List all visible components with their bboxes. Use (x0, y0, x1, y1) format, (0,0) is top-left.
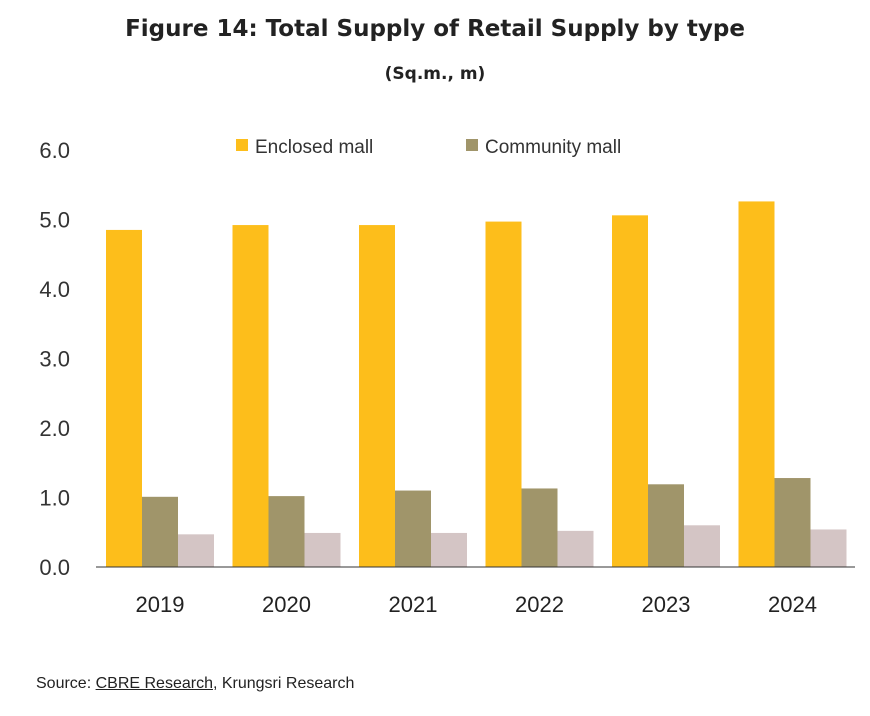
source-note: Source: CBRE Research, Krungsri Research (36, 675, 354, 693)
bar-community-mall-2024 (774, 478, 811, 567)
x-tick-label: 2020 (262, 592, 311, 617)
y-tick-label: 6.0 (39, 138, 70, 163)
bar-community-mall-2022 (521, 488, 558, 567)
legend-label: Enclosed mall (255, 137, 373, 158)
source-link[interactable]: CBRE Research (95, 675, 213, 692)
x-tick-label: 2021 (389, 592, 438, 617)
bar-series-3-2020 (304, 532, 341, 567)
legend-swatch (466, 139, 478, 151)
bar-community-mall-2019 (142, 496, 178, 567)
bar-community-mall-2023 (648, 484, 684, 567)
source-suffix: , Krungsri Research (212, 675, 355, 692)
legend-swatch (236, 139, 248, 151)
x-tick-label: 2022 (515, 592, 564, 617)
y-tick-label: 1.0 (39, 486, 70, 511)
bar-enclosed-mall-2022 (485, 221, 522, 567)
y-tick-label: 4.0 (39, 277, 70, 302)
bar-enclosed-mall-2024 (738, 201, 775, 567)
bar-series-3-2023 (684, 525, 720, 567)
bar-enclosed-mall-2019 (106, 229, 142, 568)
y-tick-label: 3.0 (39, 347, 70, 372)
x-tick-label: 2024 (768, 592, 817, 617)
y-tick-label: 2.0 (39, 416, 70, 441)
bar-series-3-2021 (431, 532, 467, 567)
source-prefix: Source: (36, 675, 96, 692)
bar-enclosed-mall-2021 (359, 225, 395, 567)
chart-title: Figure 14: Total Supply of Retail Supply… (125, 16, 745, 42)
legend-label: Community mall (485, 137, 621, 158)
x-tick-label: 2023 (642, 592, 691, 617)
bar-community-mall-2020 (268, 496, 305, 567)
bar-series-3-2024 (810, 529, 847, 567)
bar-series-3-2022 (557, 530, 594, 567)
x-tick-label: 2019 (136, 592, 185, 617)
bar-enclosed-mall-2020 (232, 225, 269, 567)
y-tick-label: 0.0 (39, 555, 70, 580)
chart-subtitle: (Sq.m., m) (384, 64, 486, 84)
bar-enclosed-mall-2023 (612, 215, 648, 567)
y-tick-label: 5.0 (39, 208, 70, 233)
bar-community-mall-2021 (395, 490, 431, 567)
bar-series-3-2019 (178, 534, 214, 567)
